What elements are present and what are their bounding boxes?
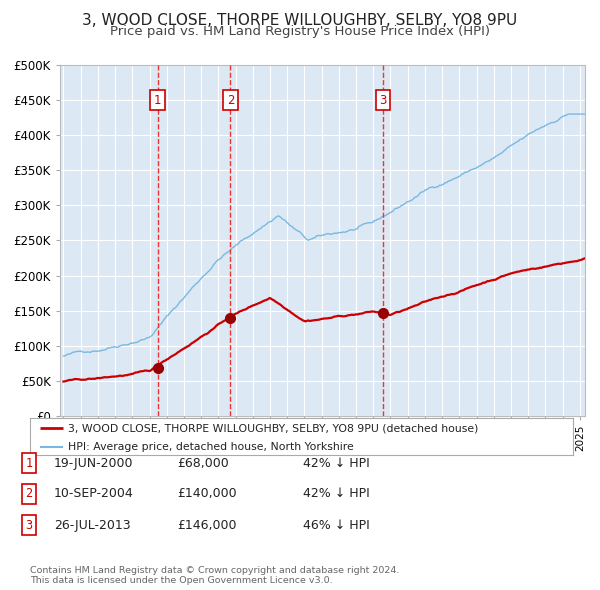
Text: 19-JUN-2000: 19-JUN-2000: [54, 457, 133, 470]
Text: 3, WOOD CLOSE, THORPE WILLOUGHBY, SELBY, YO8 9PU (detached house): 3, WOOD CLOSE, THORPE WILLOUGHBY, SELBY,…: [68, 424, 478, 433]
Text: £146,000: £146,000: [177, 519, 236, 532]
Text: 2: 2: [25, 487, 32, 500]
Text: 46% ↓ HPI: 46% ↓ HPI: [303, 519, 370, 532]
Text: 3: 3: [25, 519, 32, 532]
Text: Price paid vs. HM Land Registry's House Price Index (HPI): Price paid vs. HM Land Registry's House …: [110, 25, 490, 38]
Text: 3: 3: [379, 93, 387, 107]
Text: 3, WOOD CLOSE, THORPE WILLOUGHBY, SELBY, YO8 9PU: 3, WOOD CLOSE, THORPE WILLOUGHBY, SELBY,…: [82, 13, 518, 28]
Text: £140,000: £140,000: [177, 487, 236, 500]
Text: HPI: Average price, detached house, North Yorkshire: HPI: Average price, detached house, Nort…: [68, 442, 354, 453]
Text: 10-SEP-2004: 10-SEP-2004: [54, 487, 134, 500]
Text: 2: 2: [227, 93, 234, 107]
Text: 42% ↓ HPI: 42% ↓ HPI: [303, 487, 370, 500]
Text: 26-JUL-2013: 26-JUL-2013: [54, 519, 131, 532]
Text: £68,000: £68,000: [177, 457, 229, 470]
Text: Contains HM Land Registry data © Crown copyright and database right 2024.
This d: Contains HM Land Registry data © Crown c…: [30, 566, 400, 585]
Text: 1: 1: [154, 93, 161, 107]
Text: 42% ↓ HPI: 42% ↓ HPI: [303, 457, 370, 470]
Text: 1: 1: [25, 457, 32, 470]
